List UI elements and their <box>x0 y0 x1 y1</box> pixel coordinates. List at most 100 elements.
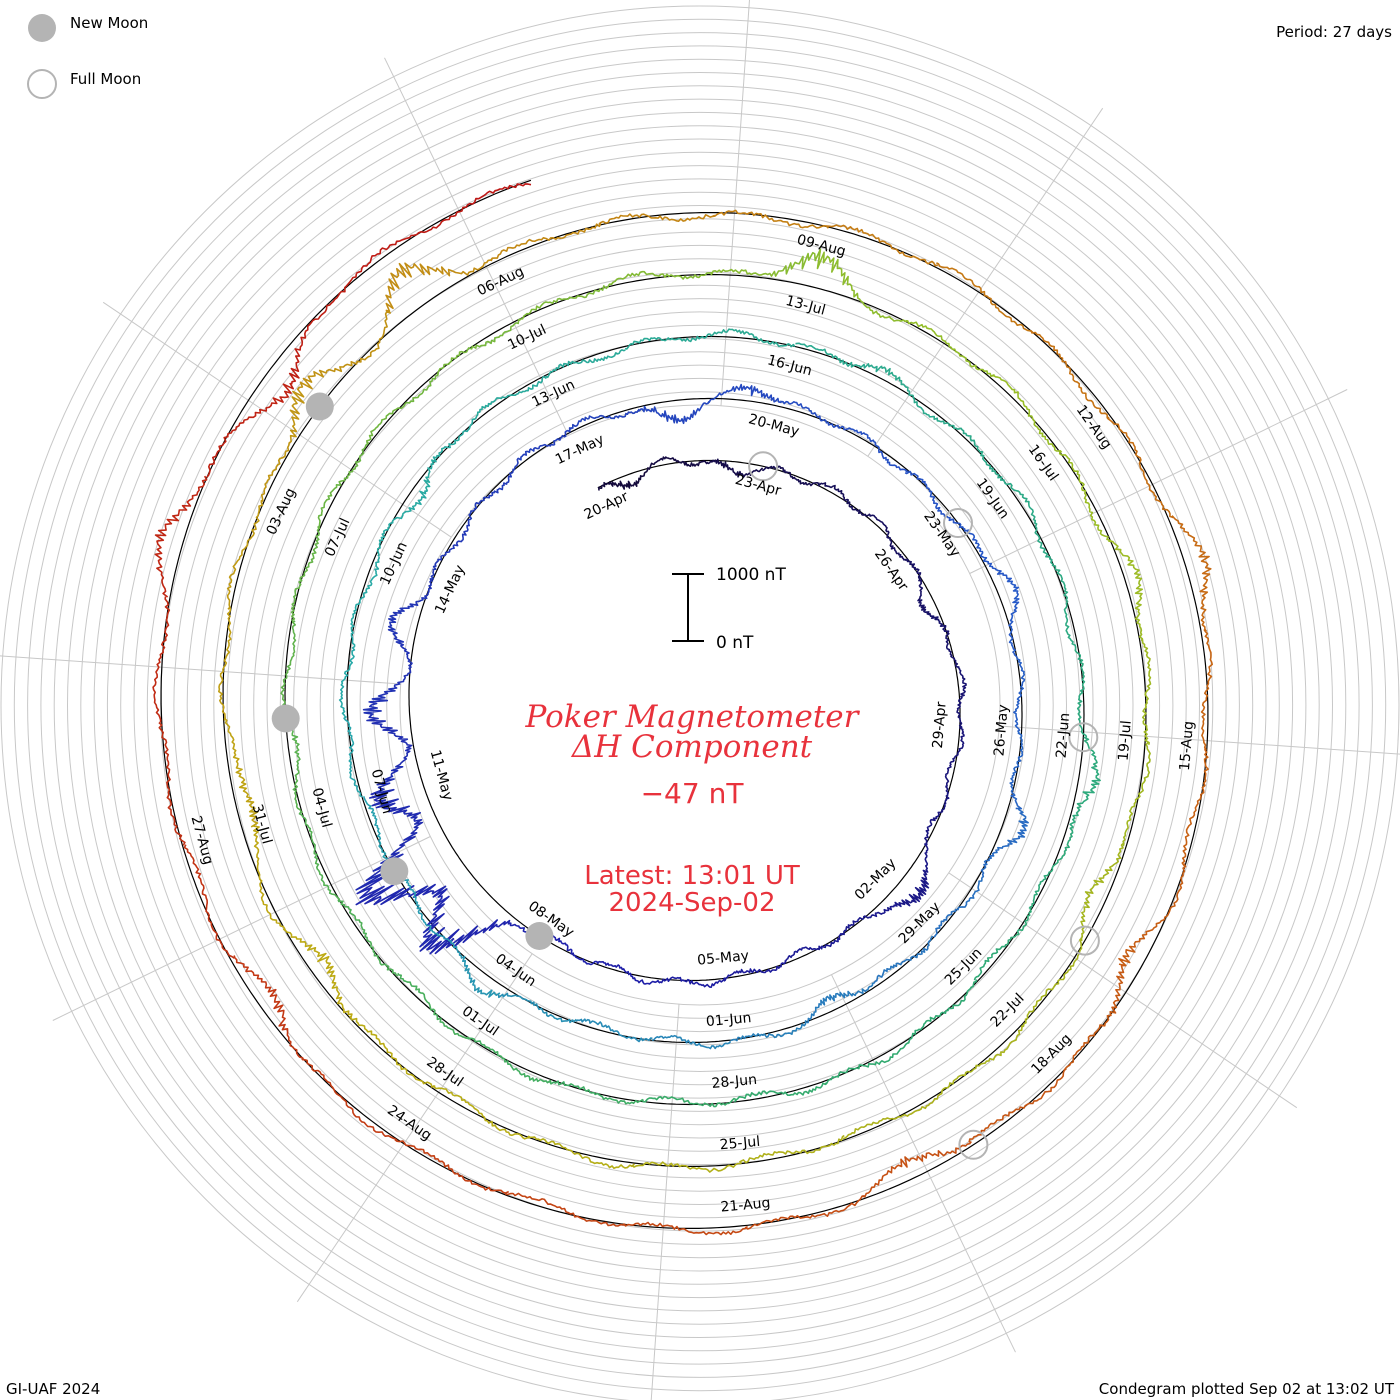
trace-segment <box>610 270 714 285</box>
trace-segment <box>387 578 432 646</box>
trace-segment <box>569 408 640 430</box>
date-label: 22-Jun <box>1054 712 1074 759</box>
trace-segment <box>1118 863 1187 967</box>
plotted-label: Condegram plotted Sep 02 at 13:02 UT <box>1098 1380 1394 1398</box>
trace-segment <box>362 641 413 717</box>
trace-segment <box>337 899 399 977</box>
date-label: 02-May <box>852 855 900 903</box>
grid-ring <box>53 58 1347 1352</box>
trace-segment <box>218 607 232 721</box>
trace-segment <box>226 499 264 610</box>
trace-segment <box>1009 731 1024 810</box>
grid-spoke <box>384 57 569 436</box>
trace-segment <box>1020 937 1083 1028</box>
trace-segment <box>780 400 851 431</box>
trace-segment <box>1028 826 1074 910</box>
grid-ring <box>306 311 1094 1099</box>
trace-segment <box>298 810 341 902</box>
new-moon-legend-label: New Moon <box>70 14 149 32</box>
trace-segment <box>394 1139 510 1194</box>
date-label: 23-May <box>920 509 963 561</box>
grid-spoke <box>0 655 401 685</box>
trace-segment <box>658 976 726 988</box>
trace-segment <box>712 209 830 229</box>
trace-segment <box>183 844 235 959</box>
trace-segment <box>733 1082 828 1103</box>
trace-segment <box>861 1141 972 1198</box>
trace-segment <box>288 273 358 385</box>
trace-segment <box>880 365 949 425</box>
trace-segment <box>1108 540 1143 642</box>
grid-ring <box>239 244 1161 1166</box>
trace-segment <box>842 1092 942 1140</box>
grid-ring <box>293 298 1107 1112</box>
date-label: 28-Jul <box>423 1054 465 1090</box>
trace-segment <box>806 982 874 1024</box>
grid-ring <box>80 85 1320 1325</box>
grid-spoke <box>831 974 1016 1353</box>
latest-time: Latest: 13:01 UT <box>584 861 800 891</box>
full-moon-marker <box>748 451 779 482</box>
trace-segment <box>1007 580 1020 658</box>
trace-segment <box>504 1192 626 1227</box>
trace-segment <box>948 423 1013 486</box>
trace-segment <box>497 992 577 1024</box>
trace-segment <box>575 1018 653 1043</box>
chart-subtitle: ΔH Component <box>571 729 813 765</box>
trace-segment <box>1171 515 1212 632</box>
trace-segment <box>518 281 614 322</box>
trace-segment <box>1080 842 1124 942</box>
trace-segment <box>710 248 822 277</box>
trace-segment <box>366 713 413 795</box>
date-label: 14-May <box>432 563 468 617</box>
trace-segment <box>649 456 707 468</box>
date-label: 19-Jul <box>1116 720 1135 762</box>
current-value: −47 nT <box>641 777 745 810</box>
trace-segment <box>730 1020 807 1042</box>
trace-segment <box>1010 484 1053 565</box>
grid-spoke <box>867 107 1104 457</box>
trace-segment <box>343 715 363 798</box>
trace-segment <box>907 979 978 1044</box>
trace-segment <box>429 521 470 583</box>
date-label: 01-Jun <box>705 1010 752 1030</box>
trace-segment <box>631 1161 742 1173</box>
grid-ring <box>133 138 1267 1272</box>
date-label: 26-Apr <box>871 546 911 594</box>
grid-ring <box>0 5 1400 1400</box>
trace-segment <box>338 634 356 717</box>
trace-segment <box>396 869 443 937</box>
trace-segment <box>397 972 470 1039</box>
date-label: 07-Jul <box>322 516 354 560</box>
date-label: 26-May <box>991 704 1011 757</box>
trace-segment <box>622 1221 749 1236</box>
credit-label: GI-UAF 2024 <box>6 1380 101 1398</box>
grid-spoke <box>102 301 452 538</box>
grid-ring <box>93 98 1307 1312</box>
trace-segment <box>872 935 934 985</box>
grid-ring <box>120 125 1280 1285</box>
trace-segment <box>1181 747 1209 867</box>
trace-segment <box>1030 330 1110 421</box>
trace-segment <box>1051 563 1077 649</box>
grid-ring <box>213 218 1187 1192</box>
grid-spoke <box>650 1004 680 1400</box>
grid-ring <box>399 404 1001 1006</box>
trace-segment <box>152 596 171 723</box>
data-trace <box>152 183 1213 1236</box>
trace-segment <box>933 877 983 938</box>
trace-segment <box>223 717 259 828</box>
trace-segment <box>350 556 380 635</box>
grid-ring <box>40 45 1360 1365</box>
scale-bar-bottom-label: 0 nT <box>716 633 754 653</box>
trace-segment <box>868 513 907 561</box>
full-moon-legend-icon <box>27 69 57 99</box>
trace-segment <box>280 620 297 719</box>
trace-segment <box>301 1058 398 1142</box>
full-moon-marker <box>943 508 973 538</box>
date-label: 19-Jun <box>973 476 1012 522</box>
trace-segment <box>290 526 320 624</box>
new-moon-marker <box>380 857 409 886</box>
trace-segment <box>317 441 370 530</box>
trace-segment <box>1069 736 1101 828</box>
